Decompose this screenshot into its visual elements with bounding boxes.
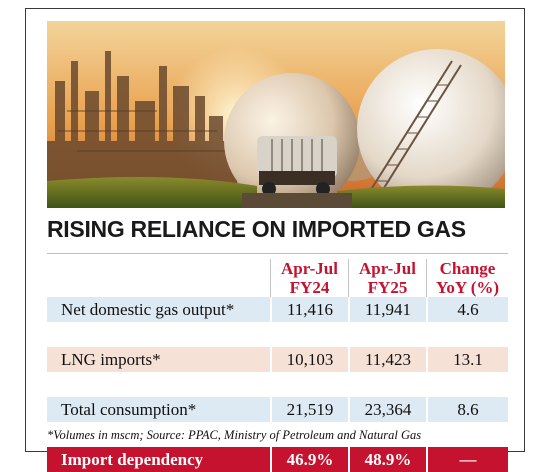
table-row-total-consumption: Total consumption* 21,519 23,364 8.6 xyxy=(47,397,508,422)
row-gap xyxy=(47,322,508,347)
cell-fy24: 11,416 xyxy=(270,297,348,322)
table-row-lng-imports: LNG imports* 10,103 11,423 13.1 xyxy=(47,347,508,372)
row-label: Net domestic gas output* xyxy=(47,297,270,322)
cell-fy25: 11,423 xyxy=(348,347,426,372)
header-spacer xyxy=(47,259,270,297)
row-gap xyxy=(47,422,508,447)
row-gap xyxy=(47,372,508,397)
cell-fy24: 10,103 xyxy=(270,347,348,372)
lng-terminal-photo xyxy=(47,21,505,208)
column-header-change: Change YoY (%) xyxy=(426,259,508,297)
cell-fy25: 11,941 xyxy=(348,297,426,322)
cell-fy25: 23,364 xyxy=(348,397,426,422)
cell-change: 4.6 xyxy=(426,297,508,322)
cell-change: 8.6 xyxy=(426,397,508,422)
cell-change: 13.1 xyxy=(426,347,508,372)
cell-fy24: 21,519 xyxy=(270,397,348,422)
column-header-change-line1: Change xyxy=(439,259,496,278)
row-label: LNG imports* xyxy=(47,347,270,372)
cell-change: — xyxy=(426,447,508,472)
column-header-fy25-line2: FY25 xyxy=(367,278,408,297)
cell-fy25: 48.9% xyxy=(348,447,426,472)
column-header-fy25-line1: Apr-Jul xyxy=(359,259,416,278)
table-row-domestic-output: Net domestic gas output* 11,416 11,941 4… xyxy=(47,297,508,322)
column-header-fy24-line2: FY24 xyxy=(289,278,330,297)
column-header-fy24: Apr-Jul FY24 xyxy=(270,259,348,297)
footnote: *Volumes in mscm; Source: PPAC, Ministry… xyxy=(47,428,422,442)
row-label: Total consumption* xyxy=(47,397,270,422)
column-header-fy25: Apr-Jul FY25 xyxy=(348,259,426,297)
column-header-fy24-line1: Apr-Jul xyxy=(281,259,338,278)
infographic-card: RISING RELIANCE ON IMPORTED GAS Apr-Jul … xyxy=(25,8,525,472)
column-header-change-line2: YoY (%) xyxy=(435,278,500,297)
table-top-rule xyxy=(47,253,508,254)
table-header-row: Apr-Jul FY24 Apr-Jul FY25 Change YoY (%) xyxy=(47,259,508,297)
row-label: Import dependency xyxy=(47,447,270,472)
headline: RISING RELIANCE ON IMPORTED GAS xyxy=(47,216,466,242)
cell-fy24: 46.9% xyxy=(270,447,348,472)
table-row-import-dependency: Import dependency 46.9% 48.9% — xyxy=(47,447,508,472)
